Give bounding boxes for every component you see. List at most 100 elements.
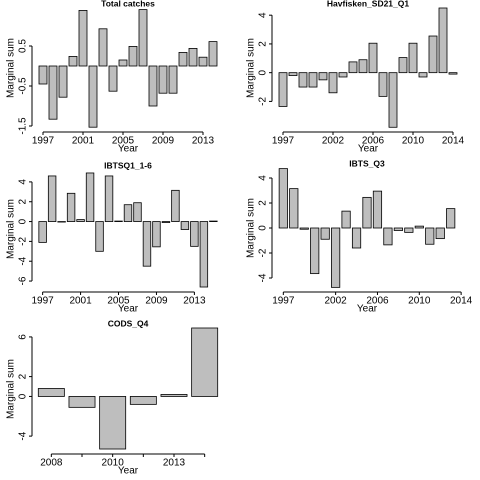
y-tick-label: 0 <box>258 69 269 75</box>
bar <box>78 9 88 67</box>
bar <box>85 172 95 222</box>
bar <box>320 227 330 240</box>
bar <box>148 65 158 107</box>
bar <box>372 190 383 229</box>
bar <box>341 210 351 229</box>
bar <box>418 72 428 78</box>
bar <box>404 227 414 233</box>
bar <box>278 72 288 107</box>
bar <box>178 52 188 67</box>
bar <box>438 7 448 74</box>
bar <box>158 65 168 94</box>
bar <box>58 65 68 98</box>
bar <box>338 72 348 78</box>
y-tick-label: 0.5 <box>18 39 29 53</box>
bar <box>180 221 190 230</box>
y-tick-label: -2 <box>18 237 29 246</box>
x-tick-label: 2013 <box>192 136 215 147</box>
bar <box>161 221 171 223</box>
y-tick-label: 6 <box>18 334 29 340</box>
bar <box>289 188 299 229</box>
bar <box>129 396 157 405</box>
x-tick-label: 2010 <box>402 136 425 147</box>
x-tick-label: 2006 <box>362 136 385 147</box>
bar <box>88 65 98 128</box>
x-tick-label: 2009 <box>152 136 175 147</box>
bar <box>331 227 341 288</box>
x-tick-label: 1997 <box>272 296 295 307</box>
x-tick-label: 2010 <box>408 296 431 307</box>
y-tick-label: 2 <box>18 199 29 205</box>
bar <box>425 227 435 245</box>
y-tick-label: -2 <box>258 248 269 257</box>
x-tick-label: 2014 <box>450 296 473 307</box>
y-axis-label: Marginal sum <box>246 198 257 258</box>
bar <box>288 72 298 76</box>
y-tick-label: -0.5 <box>18 77 29 95</box>
chart-title: Total catches <box>101 0 155 8</box>
bar <box>198 56 208 67</box>
bar <box>208 41 218 67</box>
bar <box>299 227 309 230</box>
x-tick-label: 2002 <box>324 296 347 307</box>
bar <box>47 175 57 222</box>
bar <box>298 72 308 88</box>
y-axis-label: Marginal sum <box>6 38 17 98</box>
bar <box>414 225 424 229</box>
x-tick-label: 1997 <box>32 296 55 307</box>
bar <box>278 168 288 229</box>
x-axis-label: Year <box>118 144 139 155</box>
x-axis-label: Year <box>357 304 378 315</box>
x-axis-label: Year <box>118 466 139 477</box>
chart-title: CODS_Q4 <box>108 318 149 328</box>
x-axis-label: Year <box>118 304 139 315</box>
y-tick-label: 4 <box>258 12 269 18</box>
bar <box>104 175 114 222</box>
y-axis-label: Marginal sum <box>246 38 257 98</box>
x-axis-label: Year <box>358 144 379 155</box>
bar <box>128 46 138 67</box>
bar <box>108 65 118 92</box>
bar <box>123 204 133 222</box>
bar <box>393 227 403 231</box>
bar <box>38 221 47 243</box>
chart-title: IBTSQ1_1-6 <box>104 160 152 170</box>
bar <box>160 394 188 397</box>
chart-title: Havfisken_SD21_Q1 <box>327 0 409 8</box>
bar <box>351 227 362 249</box>
x-tick-label: 2005 <box>112 136 135 147</box>
y-tick-label: -6 <box>18 276 29 285</box>
x-tick-label: 2010 <box>102 458 125 469</box>
bar <box>37 388 65 397</box>
bar <box>191 327 219 397</box>
bar <box>95 221 104 252</box>
y-tick-label: 2 <box>258 41 269 47</box>
y-tick-label: -1.5 <box>18 117 29 135</box>
x-tick-label: 2001 <box>69 296 92 307</box>
bar <box>190 221 199 247</box>
bar <box>48 65 58 120</box>
bar <box>199 221 209 288</box>
bar <box>378 72 388 97</box>
y-tick-label: 4 <box>18 179 29 185</box>
x-tick-label: 2001 <box>72 136 95 147</box>
y-tick-label: 2 <box>258 200 269 206</box>
y-tick-label: 4 <box>258 175 269 181</box>
bar <box>118 59 128 67</box>
bar <box>328 72 338 94</box>
y-tick-label: -4 <box>18 256 29 265</box>
x-tick-label: 1997 <box>272 136 295 147</box>
x-tick-label: 2009 <box>145 296 168 307</box>
y-axis-label: Marginal sum <box>6 199 17 259</box>
bar <box>388 72 398 128</box>
bar <box>142 221 152 267</box>
bar <box>138 9 148 67</box>
y-tick-label: 2 <box>18 373 29 379</box>
bar <box>318 72 328 81</box>
y-tick-label: 0 <box>18 393 29 399</box>
y-axis-label: Marginal sum <box>6 359 17 419</box>
bar <box>446 208 456 229</box>
bar <box>168 65 178 94</box>
bar <box>448 72 458 75</box>
bar <box>435 227 445 240</box>
